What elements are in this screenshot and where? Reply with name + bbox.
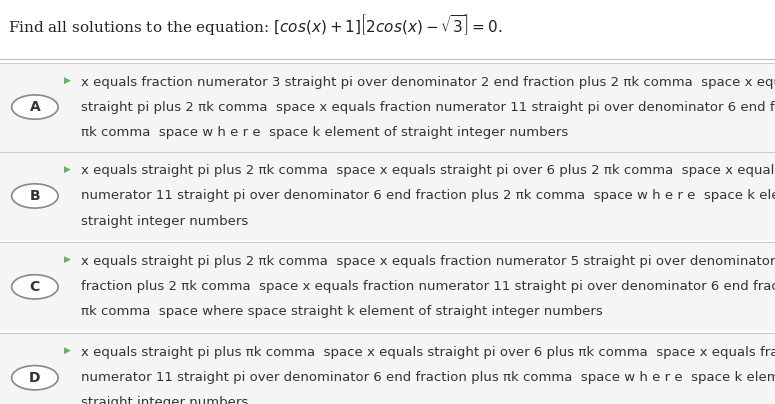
Text: x equals straight pi plus πk comma  space x equals straight pi over 6 plus πk co: x equals straight pi plus πk comma space… [81,346,775,359]
Text: πk comma  space where space straight k element of straight integer numbers: πk comma space where space straight k el… [81,305,603,318]
Text: D: D [29,371,40,385]
Text: ▶: ▶ [64,255,71,264]
Text: ▶: ▶ [64,164,71,173]
Text: C: C [29,280,40,294]
Text: numerator 11 straight pi over denominator 6 end fraction plus 2 πk comma  space : numerator 11 straight pi over denominato… [81,189,775,202]
Text: Find all solutions to the equation: $\left[\mathit{cos}(x)+1\right]\left[2\mathi: Find all solutions to the equation: $\le… [8,12,502,37]
Text: straight integer numbers: straight integer numbers [81,215,249,227]
Text: x equals straight pi plus 2 πk comma  space x equals straight pi over 6 plus 2 π: x equals straight pi plus 2 πk comma spa… [81,164,775,177]
FancyBboxPatch shape [0,242,775,331]
Circle shape [12,184,58,208]
Circle shape [12,366,58,390]
Text: x equals fraction numerator 3 straight pi over denominator 2 end fraction plus 2: x equals fraction numerator 3 straight p… [81,76,775,88]
Text: fraction plus 2 πk comma  space x equals fraction numerator 11 straight pi over : fraction plus 2 πk comma space x equals … [81,280,775,293]
FancyBboxPatch shape [0,63,775,152]
Text: straight integer numbers: straight integer numbers [81,396,249,404]
FancyBboxPatch shape [0,152,775,240]
FancyBboxPatch shape [0,333,775,404]
Text: ▶: ▶ [64,346,71,355]
Text: straight pi plus 2 πk comma  space x equals fraction numerator 11 straight pi ov: straight pi plus 2 πk comma space x equa… [81,101,775,114]
Text: A: A [29,100,40,114]
Circle shape [12,95,58,119]
Text: ▶: ▶ [64,76,71,84]
Text: πk comma  space w h e r e  space k element of straight integer numbers: πk comma space w h e r e space k element… [81,126,569,139]
Circle shape [12,275,58,299]
Text: x equals straight pi plus 2 πk comma  space x equals fraction numerator 5 straig: x equals straight pi plus 2 πk comma spa… [81,255,775,268]
Text: numerator 11 straight pi over denominator 6 end fraction plus πk comma  space w : numerator 11 straight pi over denominato… [81,371,775,384]
Text: B: B [29,189,40,203]
